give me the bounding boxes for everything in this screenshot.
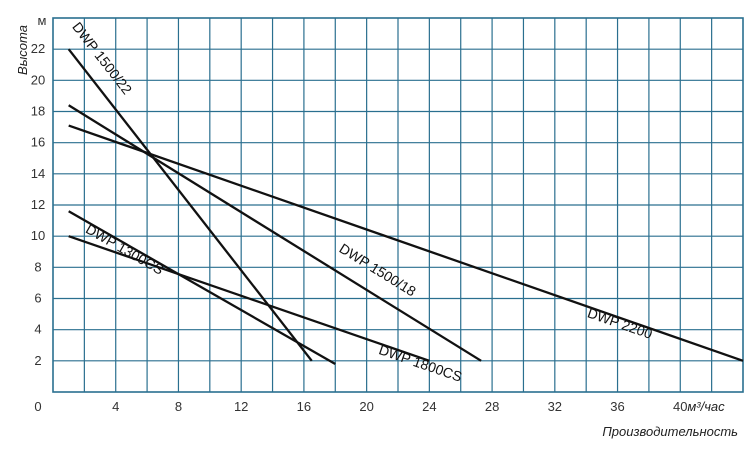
y-tick-label: 20 [31,72,45,87]
series-label: DWP 1500/22 [69,19,135,98]
y-axis-title: Высота [15,25,30,75]
series-line [68,235,430,362]
x-tick-label: 32 [548,399,562,414]
series-label: DWP 2200 [585,305,654,342]
x-tick-label: 8 [175,399,182,414]
x-tick-label: 28 [485,399,499,414]
series-lines [67,48,744,365]
series-label: DWP 1500/18 [337,240,419,299]
horizontal-gridlines [53,48,743,362]
x-tick-label: 16 [297,399,311,414]
y-tick-label: 4 [34,322,41,337]
x-tick-label: 4 [112,399,119,414]
series-label: DWP 1800CS [377,341,464,385]
series-line [68,104,482,362]
y-unit-label: м [38,13,47,28]
y-tick-label: 22 [31,41,45,56]
y-tick-label: 2 [34,353,41,368]
y-tick-label: 10 [31,228,45,243]
x-tick-label: 24 [422,399,436,414]
y-tick-label: 12 [31,197,45,212]
y-tick-label: 8 [34,259,41,274]
x-tick-label: 12 [234,399,248,414]
y-tick-label: 6 [34,291,41,306]
series-label: DWP 1300CS [83,221,166,278]
x-tick-label: 40 [673,399,687,414]
x-unit-label: м³/час [687,399,725,414]
x-tick-label: 36 [610,399,624,414]
plot-frame [52,17,744,393]
x-axis-title: Производительность [602,424,738,439]
series-line [68,124,744,362]
series-line [68,210,336,365]
y-tick-label: 18 [31,104,45,119]
origin-label: 0 [34,399,41,414]
series-line [67,48,313,362]
x-tick-label: 20 [359,399,373,414]
y-tick-label: 16 [31,135,45,150]
y-tick-label: 14 [31,166,45,181]
